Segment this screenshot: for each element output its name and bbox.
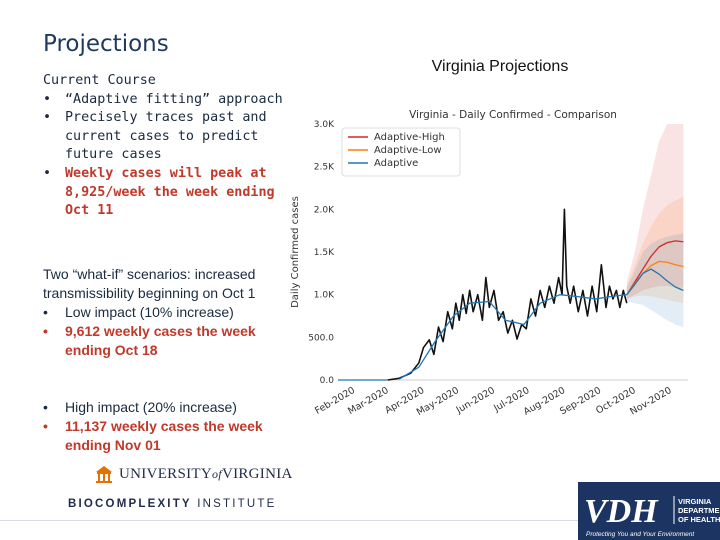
bullet-dot: • bbox=[43, 165, 52, 181]
legend-label: Adaptive-High bbox=[374, 132, 445, 143]
svg-text:VIRGINIA: VIRGINIA bbox=[678, 497, 712, 506]
bullet-text: High impact (20% increase) bbox=[65, 399, 237, 415]
chart-heading: Virginia Projections bbox=[431, 58, 569, 75]
bullet-item: • 11,137 weekly cases the week ending No… bbox=[43, 417, 293, 455]
y-tick-label: 0.0 bbox=[320, 376, 335, 386]
bullet-item: • Low impact (10% increase) bbox=[43, 303, 293, 322]
legend-label: Adaptive bbox=[374, 158, 418, 169]
high-impact-section: • High impact (20% increase) • 11,137 we… bbox=[43, 398, 293, 455]
biocomplexity-logo: BIOCOMPLEXITY INSTITUTE bbox=[68, 498, 277, 510]
rotunda-icon bbox=[96, 466, 112, 483]
uva-wordmark: UNIVERSITYofVIRGINIA bbox=[119, 465, 293, 482]
svg-text:Protecting You and Your Enviro: Protecting You and Your Environment bbox=[586, 531, 695, 538]
y-tick-label: 1.5K bbox=[314, 248, 335, 258]
series-line bbox=[626, 268, 684, 296]
y-tick-label: 2.0K bbox=[314, 205, 335, 215]
y-tick-label: 2.5K bbox=[314, 163, 335, 173]
vdh-logo: VDH VIRGINIA DEPARTMENT OF HEALTH Protec… bbox=[578, 482, 720, 540]
bullet-item: • 9,612 weekly cases the week ending Oct… bbox=[43, 322, 293, 360]
bullet-text: “Adaptive fitting” approach bbox=[65, 91, 283, 107]
low-impact-highlight-text: 9,612 weekly cases the week ending Oct 1… bbox=[65, 323, 256, 358]
bullet-dot: • bbox=[43, 418, 48, 434]
current-course-section: Current Course • “Adaptive fitting” appr… bbox=[43, 72, 293, 221]
chart-title: Virginia - Daily Confirmed - Comparison bbox=[409, 109, 617, 121]
confidence-band bbox=[626, 124, 684, 299]
series-line bbox=[398, 294, 627, 380]
y-tick-label: 1.0K bbox=[314, 291, 335, 301]
current-course-heading: Current Course bbox=[43, 73, 156, 88]
vdh-wordmark: VDH VIRGINIA DEPARTMENT OF HEALTH Protec… bbox=[584, 493, 720, 538]
y-tick-label: 3.0K bbox=[314, 120, 335, 130]
bullet-text: Precisely traces past and current cases … bbox=[65, 110, 267, 163]
high-impact-highlight-text: 11,137 weekly cases the week ending Nov … bbox=[65, 418, 263, 453]
bullet-item: • “Adaptive fitting” approach bbox=[43, 91, 293, 110]
uva-logo: UNIVERSITYofVIRGINIA bbox=[95, 464, 293, 484]
bullet-item: • High impact (20% increase) bbox=[43, 398, 293, 417]
projection-chart: Virginia - Daily Confirmed - Comparison D… bbox=[290, 109, 688, 418]
bullet-dot: • bbox=[43, 91, 52, 107]
y-axis-label: Daily Confirmed cases bbox=[290, 196, 301, 308]
bullet-dot: • bbox=[43, 323, 48, 339]
bullet-text: Low impact (10% increase) bbox=[65, 304, 234, 320]
footer-band bbox=[0, 520, 720, 540]
page-title: Projections bbox=[43, 31, 169, 57]
bullet-item: • Precisely traces past and current case… bbox=[43, 109, 293, 165]
svg-text:VDH: VDH bbox=[584, 493, 659, 530]
x-tick-label: Jun-2020 bbox=[454, 385, 497, 416]
series-line bbox=[626, 240, 684, 296]
legend-label: Adaptive-Low bbox=[374, 145, 442, 156]
x-tick-label: Nov-2020 bbox=[628, 385, 673, 417]
bullet-item: • Weekly cases will peak at 8,925/week t… bbox=[43, 165, 293, 221]
svg-text:OF HEALTH: OF HEALTH bbox=[678, 515, 720, 524]
bullet-dot: • bbox=[43, 304, 48, 320]
whatif-intro: Two “what-if” scenarios: increased trans… bbox=[43, 266, 256, 301]
peak-highlight-text: Weekly cases will peak at 8,925/week the… bbox=[65, 165, 275, 219]
series-line bbox=[387, 208, 628, 381]
bullet-dot: • bbox=[43, 399, 48, 415]
y-tick-label: 500.0 bbox=[308, 333, 334, 343]
bullet-dot: • bbox=[43, 110, 52, 126]
svg-text:DEPARTMENT: DEPARTMENT bbox=[678, 506, 720, 515]
confidence-band bbox=[626, 233, 684, 328]
legend-box bbox=[341, 127, 461, 177]
whatif-section: Two “what-if” scenarios: increased trans… bbox=[43, 265, 293, 360]
